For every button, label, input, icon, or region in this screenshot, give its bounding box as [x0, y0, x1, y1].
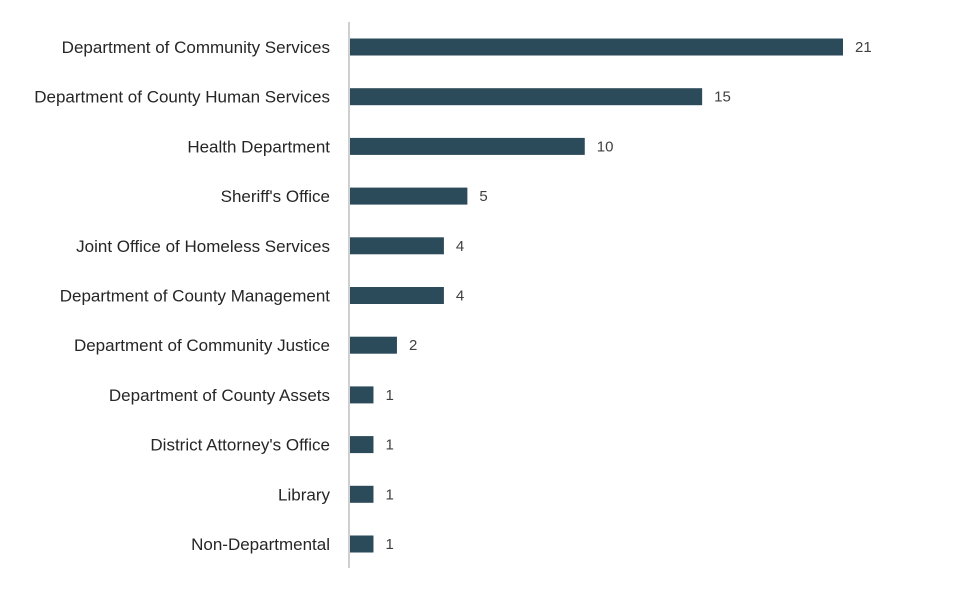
category-labels: Department of Community Services Departme…: [34, 38, 330, 554]
category-label: Non-Departmental: [191, 535, 330, 554]
data-label: 10: [597, 138, 614, 155]
bar: [350, 187, 468, 205]
bars: [350, 38, 843, 553]
data-label: 1: [385, 437, 393, 454]
category-label: Department of Community Justice: [74, 336, 330, 355]
category-label: Sheriff's Office: [221, 187, 330, 206]
data-label: 5: [479, 188, 487, 205]
data-label: 15: [714, 89, 731, 106]
data-label: 1: [385, 387, 393, 404]
category-label: Department of County Human Services: [34, 88, 330, 107]
bar: [350, 137, 585, 155]
bar: [350, 287, 444, 304]
data-label: 1: [385, 536, 393, 553]
bar: [350, 237, 444, 255]
category-label: District Attorney's Office: [150, 436, 330, 455]
category-label: Department of Community Services: [62, 38, 330, 57]
data-label: 1: [385, 486, 393, 503]
bar: [350, 38, 843, 56]
bar: [350, 535, 374, 553]
data-label: 2: [409, 337, 417, 354]
data-label: 4: [456, 238, 464, 255]
data-label: 21: [855, 39, 872, 56]
category-label: Health Department: [187, 137, 330, 156]
category-label: Library: [278, 485, 330, 504]
bar: [350, 485, 374, 503]
bar: [350, 386, 374, 404]
category-label: Joint Office of Homeless Services: [76, 237, 330, 256]
data-label: 4: [456, 288, 464, 305]
bar: [350, 88, 703, 106]
bar: [350, 336, 397, 354]
category-label: Department of County Management: [60, 287, 331, 306]
category-label: Department of County Assets: [109, 386, 330, 405]
bar: [350, 436, 374, 454]
